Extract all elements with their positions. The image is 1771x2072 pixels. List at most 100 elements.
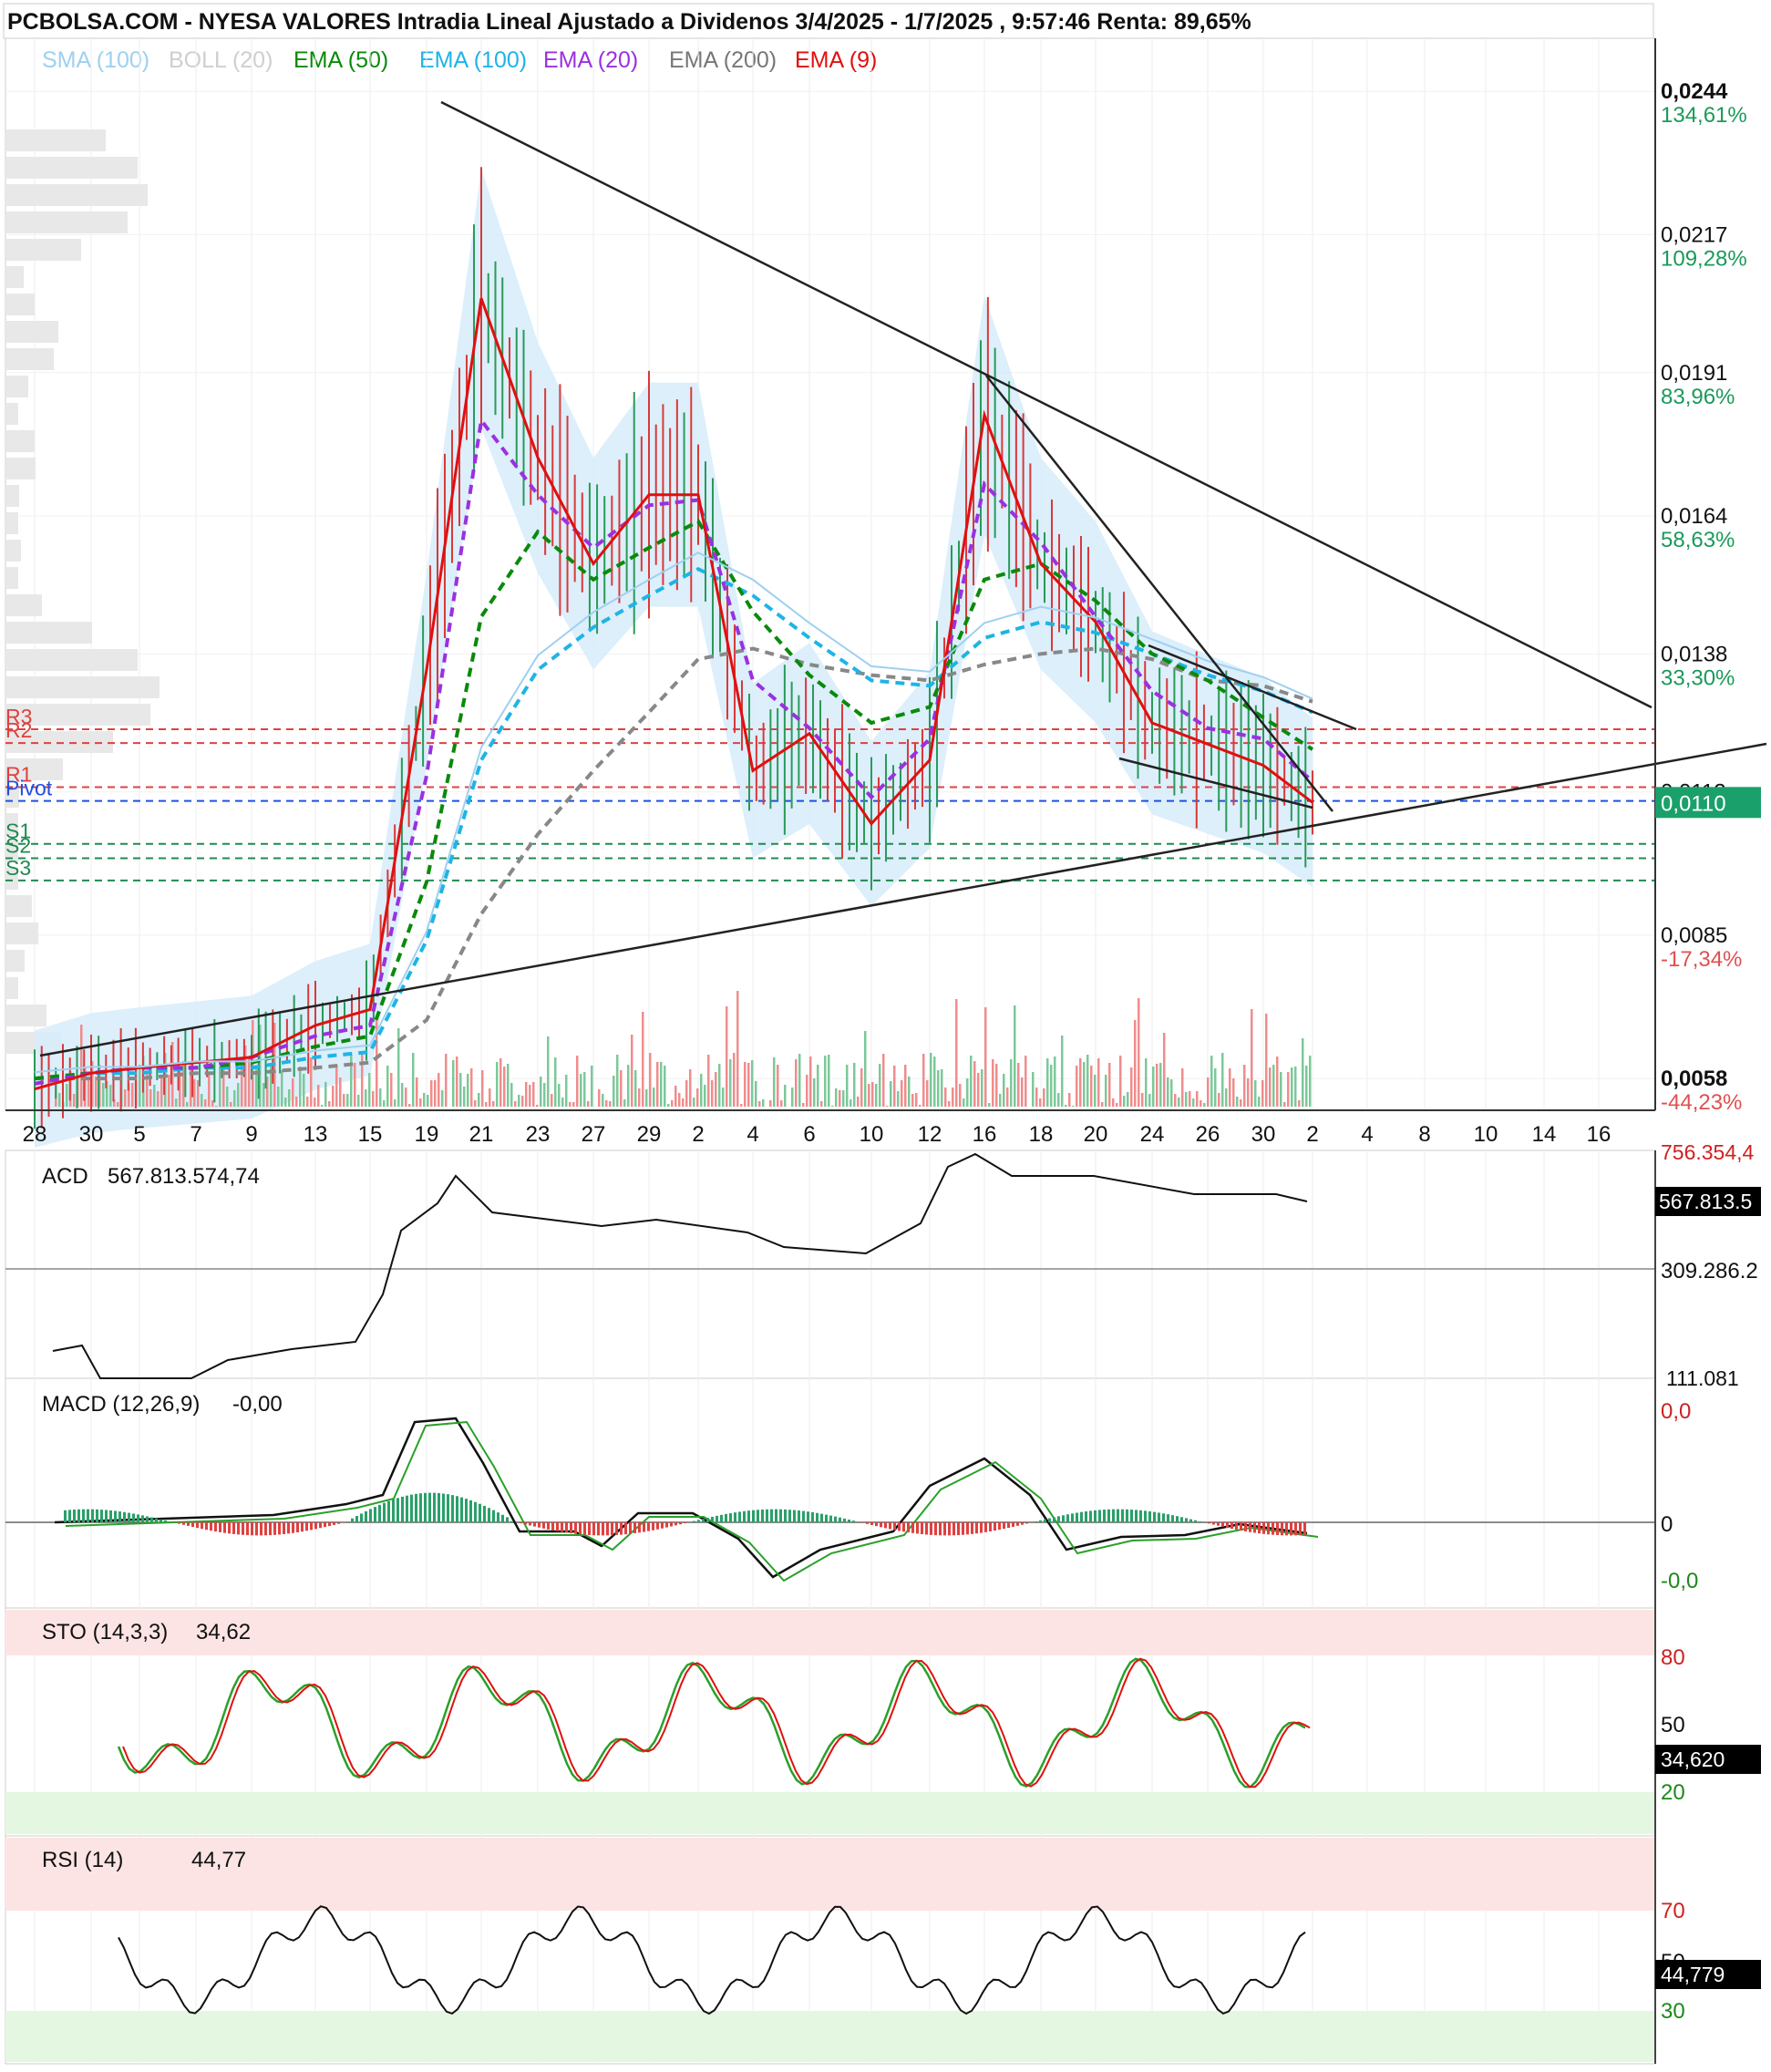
- macd-histogram-bar: [757, 1510, 759, 1522]
- profile-bar: [5, 239, 81, 261]
- volume-bar: [1035, 1088, 1038, 1107]
- macd-histogram-bar: [647, 1522, 650, 1531]
- volume-bar: [153, 1085, 156, 1107]
- macd-histogram-bar: [602, 1522, 604, 1535]
- price-pct-label: 134,61%: [1661, 103, 1747, 128]
- legend-ema9[interactable]: EMA (9): [795, 47, 877, 73]
- macd-histogram-bar: [652, 1522, 654, 1531]
- volume-bar: [707, 1055, 710, 1107]
- legend-ema20[interactable]: EMA (20): [543, 47, 638, 73]
- macd-histogram-bar: [365, 1511, 367, 1522]
- volume-bar: [930, 1053, 932, 1107]
- volume-bar: [634, 1070, 637, 1107]
- volume-bar: [1108, 1063, 1111, 1107]
- macd-histogram-bar: [1299, 1522, 1302, 1535]
- rsi-axis-current: 44,779: [1661, 1963, 1725, 1986]
- volume-bar: [102, 1083, 105, 1107]
- volume-bar: [758, 1101, 761, 1107]
- volume-bar: [875, 1084, 878, 1107]
- volume-bar: [478, 1093, 480, 1107]
- macd-histogram-bar: [606, 1522, 609, 1535]
- macd-histogram-bar: [875, 1522, 878, 1526]
- macd-histogram-bar: [483, 1506, 486, 1522]
- macd-histogram-bar: [392, 1500, 395, 1522]
- volume-bar: [860, 1068, 863, 1107]
- x-tick-label: 21: [469, 1122, 494, 1147]
- macd-histogram-bar: [629, 1522, 632, 1534]
- volume-bar: [1112, 1098, 1115, 1107]
- macd-histogram-bar: [925, 1522, 928, 1534]
- volume-bar: [791, 1088, 794, 1107]
- volume-bar: [1006, 1088, 1009, 1107]
- macd-histogram-bar: [150, 1518, 153, 1522]
- volume-bar: [1302, 1038, 1304, 1107]
- macd-histogram-bar: [191, 1522, 194, 1527]
- acd-axis-bottom: 111.081: [1666, 1366, 1739, 1390]
- volume-bar: [1287, 1072, 1290, 1107]
- volume-bar: [1221, 1053, 1224, 1107]
- volume-bar: [1145, 1058, 1148, 1107]
- profile-bar: [5, 622, 92, 644]
- macd-histogram-bar: [292, 1522, 294, 1533]
- x-tick-label: 14: [1532, 1122, 1557, 1147]
- macd-histogram-bar: [1098, 1510, 1101, 1522]
- volume-bar: [890, 1081, 892, 1107]
- volume-bar: [678, 1093, 681, 1107]
- price-tick-label: 0,0058: [1661, 1067, 1727, 1091]
- volume-bar: [941, 1069, 943, 1107]
- macd-histogram-bar: [884, 1522, 887, 1528]
- volume-bar: [438, 1073, 440, 1107]
- legend-ema100[interactable]: EMA (100): [419, 47, 527, 73]
- volume-bar: [966, 1078, 969, 1107]
- volume-bar: [1050, 1065, 1053, 1107]
- volume-bar: [383, 1100, 386, 1107]
- legend-sma100[interactable]: SMA (100): [42, 47, 149, 73]
- volume-bar: [394, 1099, 396, 1107]
- macd-histogram-bar: [278, 1522, 281, 1534]
- volume-bar: [583, 1072, 586, 1107]
- rsi-overbought-zone: [5, 1838, 1655, 1911]
- volume-bar: [335, 1067, 338, 1107]
- volume-bar: [452, 1060, 455, 1107]
- volume-bar: [747, 1063, 750, 1107]
- volume-bar: [565, 1075, 568, 1107]
- legend-ema200[interactable]: EMA (200): [669, 47, 777, 73]
- profile-bar: [5, 294, 35, 315]
- macd-histogram-bar: [1117, 1510, 1119, 1522]
- volume-bar: [496, 1062, 499, 1107]
- sto-label: STO (14,3,3): [42, 1620, 168, 1644]
- macd-histogram-bar: [237, 1522, 240, 1534]
- macd-histogram-bar: [1294, 1522, 1297, 1535]
- volume-bar: [736, 991, 739, 1107]
- macd-histogram-bar: [930, 1522, 932, 1535]
- macd-histogram-bar: [880, 1522, 882, 1527]
- macd-histogram-bar: [1230, 1522, 1233, 1529]
- volume-bar: [1225, 1088, 1228, 1107]
- macd-histogram-bar: [889, 1522, 891, 1529]
- macd-histogram-bar: [1267, 1522, 1270, 1534]
- macd-histogram-bar: [114, 1510, 117, 1522]
- macd-histogram-bar: [674, 1522, 677, 1525]
- volume-bar: [664, 1066, 666, 1107]
- macd-histogram-bar: [643, 1522, 645, 1531]
- x-tick-label: 9: [245, 1122, 257, 1147]
- volume-bar: [1130, 1067, 1133, 1107]
- macd-histogram-bar: [816, 1513, 819, 1522]
- volume-profile: [5, 129, 160, 1054]
- volume-bar: [897, 1091, 900, 1107]
- sto-d-line: [123, 1659, 1310, 1788]
- macd-histogram-bar: [911, 1522, 914, 1533]
- profile-bar: [5, 540, 21, 562]
- volume-bar: [208, 1073, 211, 1107]
- volume-bar: [773, 1057, 776, 1107]
- volume-bar: [685, 1080, 688, 1107]
- x-tick-label: 2: [1306, 1122, 1318, 1147]
- legend-ema50[interactable]: EMA (50): [293, 47, 388, 73]
- legend-boll20[interactable]: BOLL (20): [169, 47, 273, 73]
- volume-bar: [769, 1100, 772, 1107]
- volume-bar: [1083, 1062, 1086, 1107]
- volume-bar: [919, 1105, 922, 1107]
- volume-bar: [995, 1064, 998, 1107]
- x-tick-label: 8: [1418, 1122, 1430, 1147]
- volume-bar: [1043, 1088, 1045, 1107]
